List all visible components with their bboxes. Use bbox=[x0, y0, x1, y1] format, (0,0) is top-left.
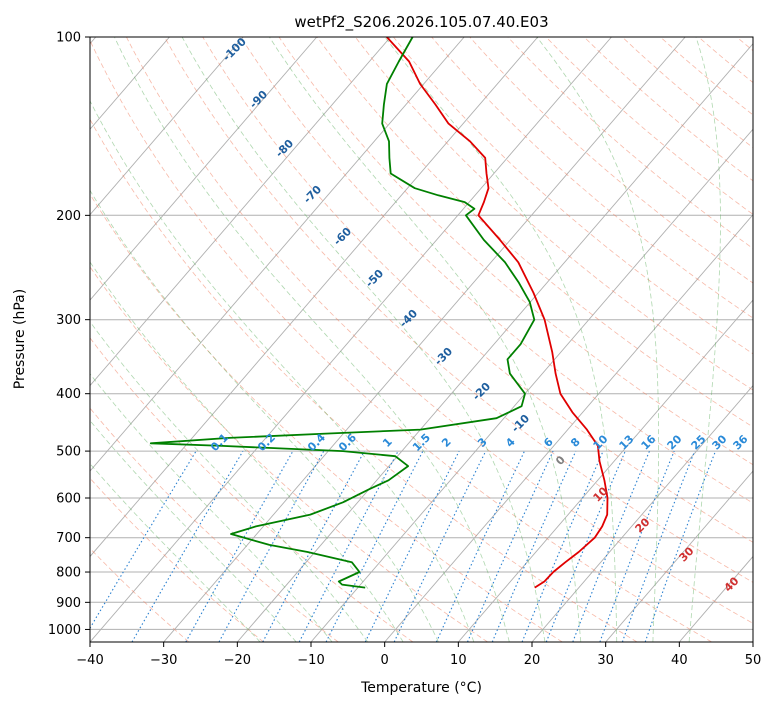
dry-adiabat bbox=[431, 37, 753, 319]
moist-adiabat bbox=[181, 37, 546, 642]
mixing-ratio-line bbox=[262, 450, 365, 642]
dry-adiabat bbox=[545, 37, 753, 215]
temperature-profile bbox=[386, 37, 609, 589]
isotherm-line bbox=[90, 37, 612, 642]
x-axis-label: Temperature (°C) bbox=[360, 680, 482, 696]
y-axis-label: Pressure (hPa) bbox=[12, 289, 28, 389]
x-tick-label: −40 bbox=[76, 653, 103, 668]
y-axis-ticks: 100 200 300 400 500 600 700 800 900 1000 bbox=[48, 31, 90, 638]
isotherm-line bbox=[310, 128, 753, 642]
y-tick-label: 500 bbox=[56, 445, 81, 460]
mixing-ratio-lines bbox=[90, 450, 717, 642]
dry-adiabat bbox=[393, 37, 753, 355]
isotherm-line bbox=[457, 299, 753, 642]
moist-adiabat bbox=[90, 321, 369, 642]
dry-adiabat bbox=[622, 37, 753, 149]
moist-adiabat bbox=[90, 261, 404, 642]
x-tick-label: 40 bbox=[671, 653, 688, 668]
isotherm-line bbox=[531, 384, 753, 642]
x-tick-label: 20 bbox=[524, 653, 541, 668]
y-tick-label: 900 bbox=[56, 596, 81, 611]
x-tick-label: −30 bbox=[150, 653, 177, 668]
skewed-isotherm-gridlines bbox=[90, 37, 753, 642]
isotherm-line bbox=[90, 37, 465, 472]
plot-frame bbox=[89, 36, 754, 643]
x-tick-label: 10 bbox=[450, 653, 467, 668]
mixing-ratio-line bbox=[364, 450, 460, 642]
moist-adiabat bbox=[90, 373, 333, 642]
moist-adiabat bbox=[90, 463, 261, 642]
isotherm-line bbox=[384, 214, 753, 642]
y-tick-label: 600 bbox=[56, 492, 81, 507]
x-axis-ticks: −40 −30 −20 −10 0 10 20 30 40 50 bbox=[76, 642, 761, 668]
moist-adiabat bbox=[90, 100, 475, 642]
moist-adiabat bbox=[536, 37, 659, 642]
y-tick-label: 800 bbox=[56, 566, 81, 581]
y-tick-label: 700 bbox=[56, 531, 81, 546]
mixing-ratio-line bbox=[466, 450, 554, 642]
moist-adiabat bbox=[90, 189, 439, 642]
x-tick-label: 30 bbox=[597, 653, 614, 668]
y-tick-label: 1000 bbox=[48, 623, 81, 638]
sounding-series bbox=[149, 37, 609, 589]
dewpoint-profile bbox=[149, 37, 536, 589]
dry-adiabat bbox=[469, 37, 753, 284]
mixing-ratio-line bbox=[185, 450, 294, 642]
x-tick-label: −10 bbox=[297, 653, 324, 668]
mixing-ratio-line bbox=[131, 450, 244, 642]
dry-adiabat bbox=[164, 37, 753, 583]
isotherm-line bbox=[90, 37, 391, 387]
mixing-ratio-line bbox=[90, 450, 197, 630]
y-tick-label: 100 bbox=[56, 31, 81, 46]
mixing-ratio-line bbox=[218, 450, 325, 642]
isotherm-line bbox=[163, 37, 686, 642]
isotherm-line bbox=[236, 43, 753, 642]
mixing-ratio-line bbox=[644, 450, 717, 642]
x-tick-label: −20 bbox=[224, 653, 251, 668]
y-tick-label: 300 bbox=[56, 313, 81, 328]
mixing-ratio-line bbox=[435, 450, 525, 642]
dry-adiabat bbox=[240, 37, 753, 504]
dry-adiabat bbox=[278, 37, 753, 466]
moist-adiabat bbox=[688, 37, 721, 642]
dry-adiabat bbox=[354, 37, 753, 391]
isobar-gridlines bbox=[90, 37, 753, 630]
y-tick-label: 400 bbox=[56, 387, 81, 402]
mixing-ratio-line bbox=[393, 450, 487, 642]
mixing-ratio-line bbox=[521, 450, 604, 642]
isotherm-line bbox=[90, 37, 318, 301]
dry-adiabat bbox=[90, 39, 712, 642]
dry-adiabat bbox=[126, 37, 753, 624]
dry-adiabat bbox=[202, 37, 753, 543]
x-tick-label: 50 bbox=[745, 653, 762, 668]
mixing-ratio-line bbox=[491, 450, 577, 642]
y-tick-label: 200 bbox=[56, 209, 81, 224]
chart-title: wetPf2_S206.2026.105.07.40.E03 bbox=[294, 13, 548, 32]
dry-adiabat bbox=[90, 337, 414, 642]
isotherm-line bbox=[90, 37, 539, 558]
isotherm-line bbox=[605, 470, 753, 642]
x-tick-label: 0 bbox=[381, 653, 389, 668]
dry-adiabat bbox=[90, 118, 638, 642]
moist-adiabat bbox=[114, 37, 510, 642]
isotherm-line bbox=[90, 37, 244, 216]
